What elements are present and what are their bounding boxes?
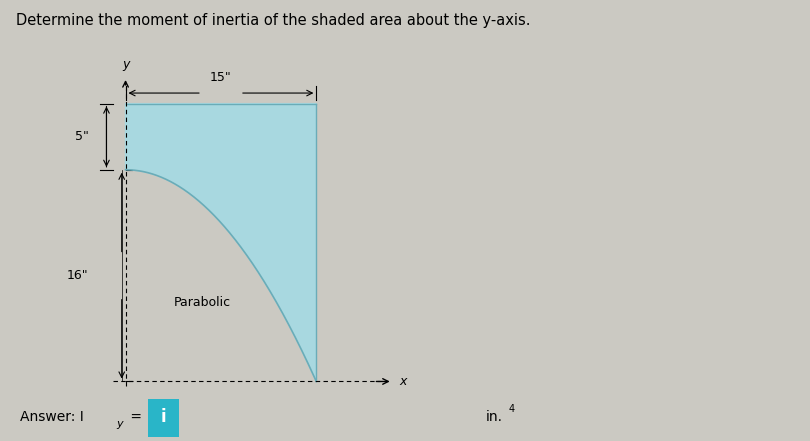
Text: Determine the moment of inertia of the shaded area about the y-axis.: Determine the moment of inertia of the s… bbox=[16, 13, 531, 28]
FancyBboxPatch shape bbox=[148, 399, 179, 437]
Text: 15": 15" bbox=[210, 71, 232, 84]
Text: y: y bbox=[122, 58, 130, 71]
Text: 5": 5" bbox=[75, 130, 88, 143]
Text: =: = bbox=[126, 410, 142, 424]
Text: 4: 4 bbox=[509, 404, 515, 414]
Text: 16": 16" bbox=[67, 269, 88, 282]
Text: in.: in. bbox=[486, 410, 503, 424]
Text: Parabolic: Parabolic bbox=[173, 295, 230, 309]
Text: y: y bbox=[116, 419, 122, 429]
Text: Answer: I: Answer: I bbox=[20, 410, 84, 424]
Polygon shape bbox=[126, 104, 316, 381]
Text: x: x bbox=[399, 375, 407, 388]
Text: i: i bbox=[161, 408, 166, 426]
